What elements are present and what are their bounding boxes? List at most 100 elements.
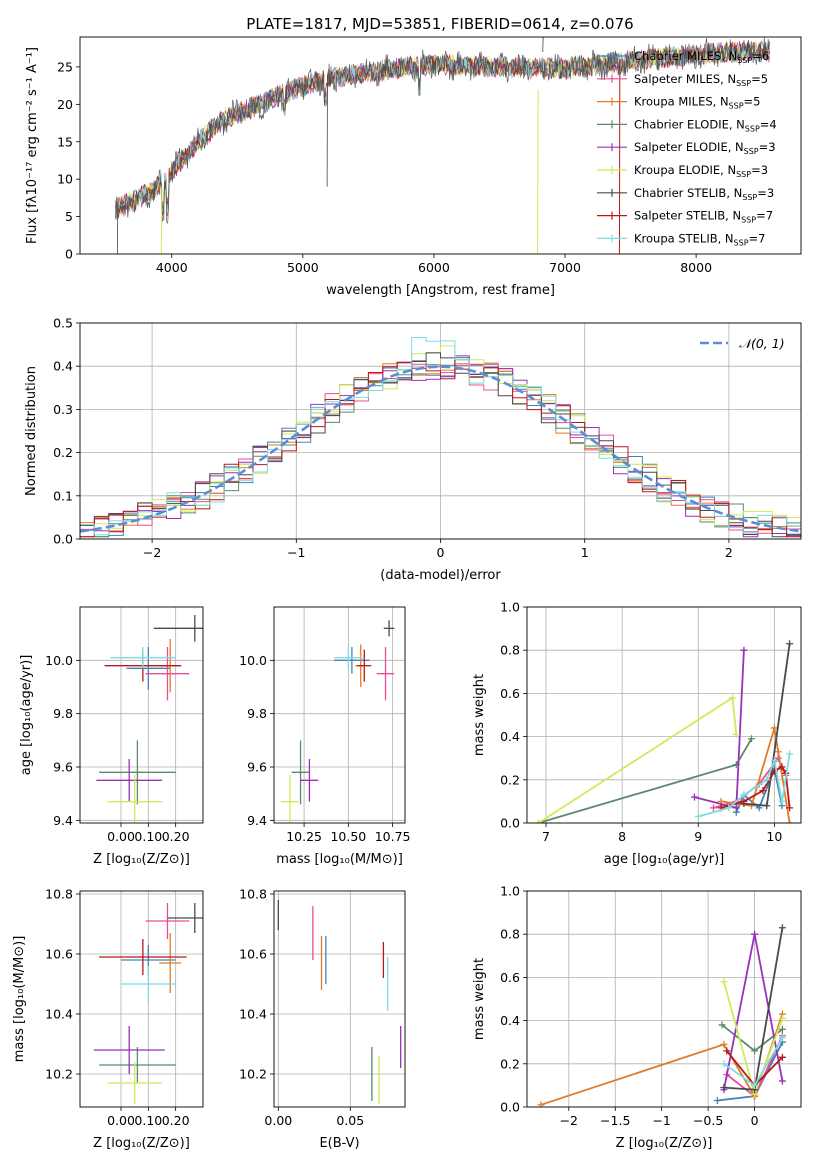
legend-label: Chabrier ELODIE, NSSP=4 [634, 117, 777, 133]
x-tick-label: 1 [581, 545, 589, 560]
axes-frame [79, 322, 802, 540]
legend-label: 𝒩(0, 1) [739, 336, 785, 351]
plus-marker [751, 930, 759, 938]
plus-marker [740, 797, 748, 805]
y-tick-label: 0.6 [500, 970, 520, 985]
x-tick-label: 0.20 [162, 1113, 190, 1128]
y-tick-label: 10.2 [45, 1067, 73, 1082]
mass-weight-series [720, 930, 786, 1094]
y-tick-label: 0.3 [53, 402, 73, 417]
y-tick-label: 5 [65, 209, 73, 224]
plot-area [277, 900, 402, 1104]
y-tick-label: 0.4 [500, 1013, 520, 1028]
plus-marker [774, 748, 782, 756]
plus-marker [732, 730, 740, 738]
y-tick-label: 9.4 [53, 813, 73, 828]
plus-marker [778, 763, 786, 771]
error-bar-point [357, 649, 372, 682]
error-bar-point [99, 1047, 176, 1083]
y-tick-label: 10.0 [45, 653, 73, 668]
plus-marker [725, 804, 733, 812]
axes-frame [526, 890, 802, 1108]
x-tick-label: 5000 [287, 260, 319, 275]
plus-marker [720, 1040, 728, 1048]
error-bar-point [300, 759, 319, 802]
plus-marker [786, 804, 794, 812]
normal-curve [80, 365, 801, 533]
x-tick-label: 0 [751, 1113, 759, 1128]
y-tick-label: 10.4 [239, 1007, 267, 1022]
x-tick-label: 0.05 [336, 1113, 364, 1128]
plus-marker [778, 1014, 786, 1022]
y-tick-label: 9.6 [53, 760, 73, 775]
axes-frame [79, 36, 802, 255]
x-tick-label: −0.5 [693, 1113, 723, 1128]
error-bar-point [291, 740, 310, 805]
plus-marker [537, 1101, 545, 1107]
y-tick-label: 1.0 [500, 600, 520, 615]
y-axis-label: mass weight [472, 674, 487, 756]
error-bar-point [376, 647, 395, 701]
plus-marker [778, 1025, 786, 1033]
plot-area [537, 924, 786, 1107]
mass-weight-series [720, 1034, 786, 1089]
error-bar-point [121, 966, 176, 1002]
mass-vs-metallicity-panel: 0.00 0.10 0.20 10.2 10.4 10.6 10.8 Z [log₁₀(Z/Z… [12, 887, 204, 1151]
x-tick-label: 10.25 [286, 829, 322, 844]
plus-marker [786, 819, 794, 823]
plus-marker [732, 804, 740, 812]
plus-marker [748, 802, 756, 810]
plot-area [96, 615, 203, 823]
plus-marker [786, 640, 794, 648]
y-tick-label: 10.6 [239, 947, 267, 962]
legend-label: Kroupa MILES, NSSP=5 [634, 95, 760, 111]
error-bar-point [110, 647, 176, 669]
x-tick-label: 0.20 [162, 829, 190, 844]
mass-weight-vs-age-panel: 7 8 9 10 0.0 0.2 0.4 0.6 0.8 1.0 age [log₁₀(age/yr… [472, 600, 802, 867]
plus-marker [720, 1060, 728, 1068]
x-tick-label: 10.75 [375, 829, 411, 844]
y-axis-label: Flux [fλ10⁻¹⁷ erg cm⁻² s⁻¹ A⁻¹] [25, 47, 40, 244]
spectrum-spike [537, 89, 539, 254]
plus-marker [759, 787, 767, 795]
y-tick-label: 10.0 [239, 653, 267, 668]
plus-marker [778, 1034, 786, 1042]
mass-weight-series [534, 694, 740, 823]
plus-marker [709, 804, 717, 812]
x-tick-label: 4000 [156, 260, 188, 275]
error-bar-point [167, 903, 203, 933]
y-axis-label: mass [log₁₀(M/M⊙)] [12, 936, 27, 1063]
plus-marker [720, 978, 728, 986]
histogram-series [80, 352, 801, 538]
error-bar-point [334, 647, 363, 669]
plus-marker [778, 924, 786, 932]
y-tick-label: 0.2 [500, 1056, 520, 1071]
error-bar-point [126, 647, 171, 690]
plus-marker [740, 791, 748, 799]
y-tick-label: 1.0 [500, 884, 520, 899]
y-tick-label: 0.0 [500, 816, 520, 831]
error-bar-point [145, 903, 190, 939]
spectrum-line [115, 40, 770, 217]
x-axis-label: Z [log₁₀(Z/Z⊙)] [93, 852, 190, 867]
y-tick-label: 9.8 [247, 706, 267, 721]
legend-label: Kroupa ELODIE, NSSP=3 [634, 163, 768, 179]
y-tick-label: 0.2 [500, 772, 520, 787]
x-axis-label: (data-model)/error [380, 568, 501, 583]
x-tick-label: 8000 [680, 260, 712, 275]
x-tick-label: 0.00 [107, 829, 135, 844]
age-vs-mass-panel: 10.25 10.50 10.75 9.4 9.6 9.8 10.0 mass [log₁₀(… [239, 606, 411, 867]
plus-marker [729, 694, 736, 702]
plus-marker [786, 750, 794, 758]
x-tick-label: −2 [143, 545, 161, 560]
mass-weight-series [690, 646, 748, 812]
x-tick-label: 10.50 [330, 829, 366, 844]
error-bar-point [99, 939, 187, 975]
legend-label: Kroupa STELIB, NSSP=7 [634, 231, 765, 247]
y-tick-label: 0.0 [53, 532, 73, 547]
y-tick-label: 0.4 [53, 359, 73, 374]
plus-marker [763, 802, 771, 810]
x-tick-label: 10 [766, 829, 782, 844]
plot-area [93, 903, 203, 1104]
